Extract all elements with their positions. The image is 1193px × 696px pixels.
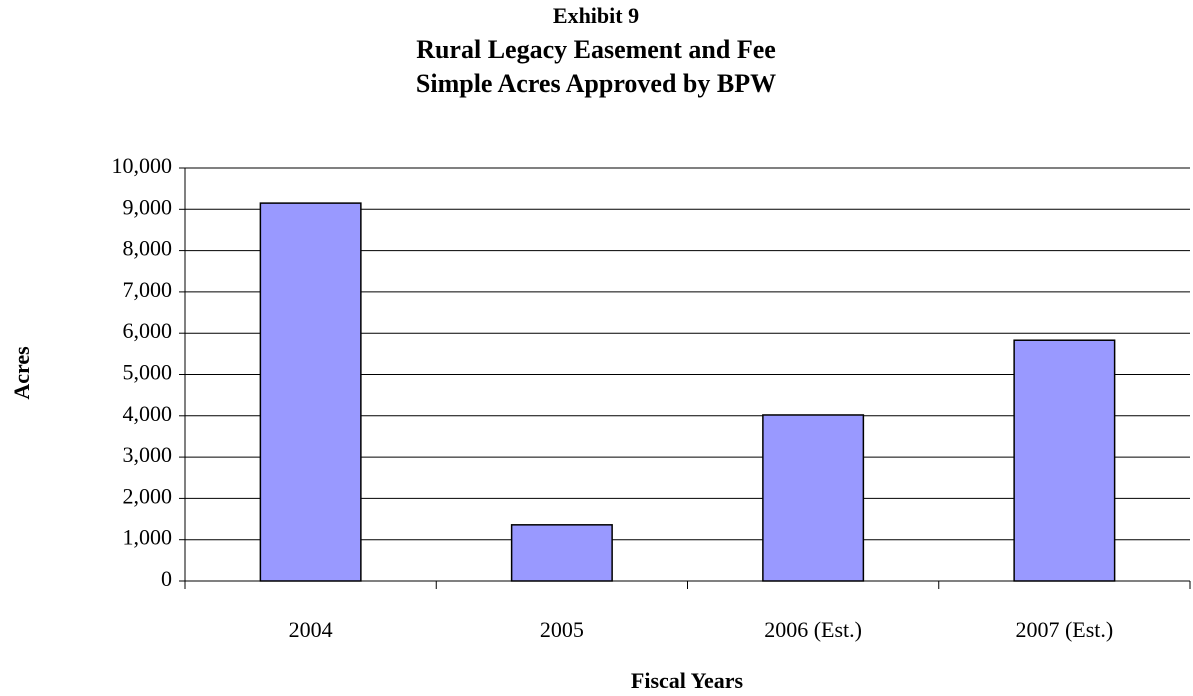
y-tick-label: 1,000	[123, 525, 173, 550]
y-axis-title: Acres	[9, 346, 34, 400]
x-tick-label: 2004	[289, 617, 333, 642]
y-tick-label: 9,000	[123, 194, 173, 219]
chart-title: Simple Acres Approved by BPW	[416, 69, 776, 98]
bar	[510, 524, 613, 582]
y-tick-label: 3,000	[123, 442, 173, 467]
y-tick-label: 7,000	[123, 277, 173, 302]
y-tick-label: 6,000	[123, 318, 173, 343]
y-tick-label: 5,000	[123, 360, 173, 385]
bar	[259, 202, 362, 582]
x-tick-label: 2007 (Est.)	[1015, 617, 1113, 642]
bar	[1013, 339, 1116, 582]
x-tick-label: 2006 (Est.)	[764, 617, 862, 642]
chart-title: Rural Legacy Easement and Fee	[416, 35, 776, 64]
y-tick-label: 8,000	[123, 236, 173, 261]
y-tick-label: 0	[161, 566, 172, 591]
y-tick-label: 2,000	[123, 483, 173, 508]
y-tick-label: 10,000	[112, 153, 173, 178]
y-tick-label: 4,000	[123, 401, 173, 426]
chart-title: Exhibit 9	[553, 3, 639, 28]
bar	[762, 414, 865, 582]
x-axis-title: Fiscal Years	[631, 668, 744, 693]
x-tick-label: 2005	[540, 617, 584, 642]
